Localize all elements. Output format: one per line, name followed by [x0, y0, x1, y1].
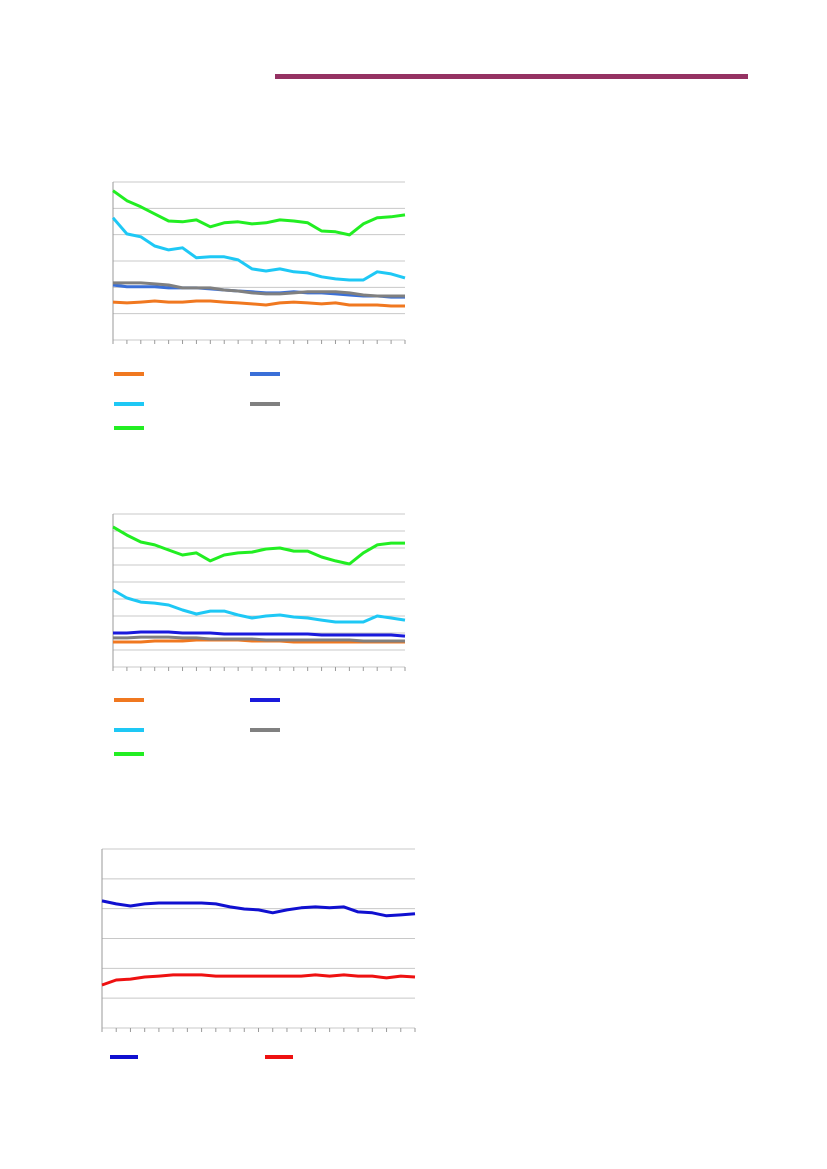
series-line [113, 635, 405, 643]
series-line [112, 299, 405, 308]
series-line [113, 281, 405, 298]
series-line [112, 588, 406, 624]
series-line [112, 189, 406, 237]
series-line [112, 525, 405, 566]
series-line [113, 630, 406, 638]
series-line [101, 899, 416, 918]
series-line [101, 973, 416, 987]
header-rule [275, 74, 748, 79]
series-line [111, 216, 406, 282]
